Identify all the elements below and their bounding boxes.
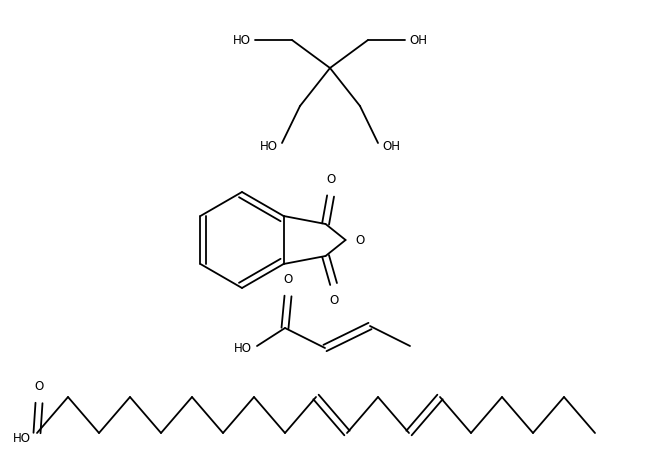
Text: HO: HO — [234, 343, 252, 356]
Text: O: O — [34, 380, 44, 393]
Text: O: O — [326, 173, 335, 186]
Text: HO: HO — [233, 34, 251, 47]
Text: OH: OH — [409, 34, 427, 47]
Text: O: O — [329, 294, 338, 307]
Text: HO: HO — [13, 431, 31, 445]
Text: OH: OH — [382, 140, 400, 153]
Text: O: O — [283, 273, 293, 286]
Text: O: O — [356, 233, 365, 247]
Text: HO: HO — [260, 140, 278, 153]
